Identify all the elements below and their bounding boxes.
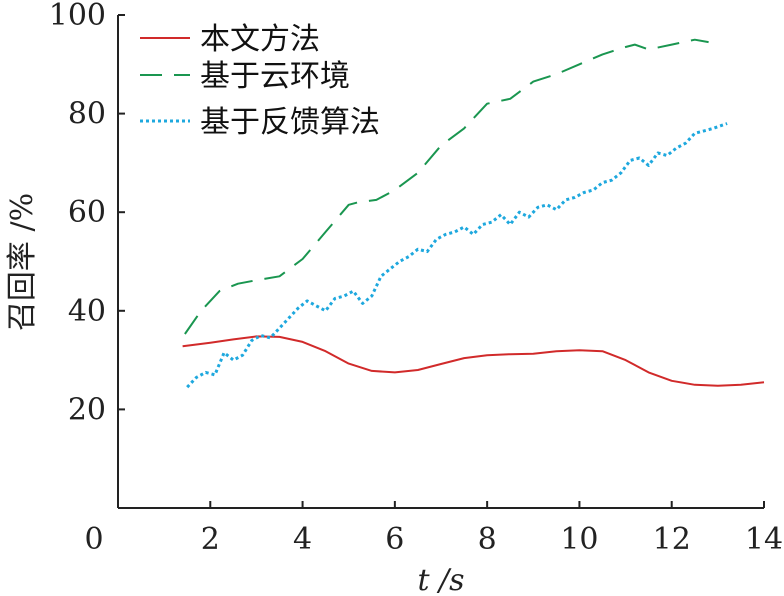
legend-label: 基于云环境 bbox=[200, 59, 350, 94]
ticks: 20 40 60 80 100 0 2 4 6 8 10 12 14 bbox=[49, 0, 783, 557]
legend-label: 基于反馈算法 bbox=[200, 105, 380, 140]
series-line-3 bbox=[186, 122, 728, 389]
x-tick-label: 8 bbox=[478, 522, 497, 557]
y-tick-label: 40 bbox=[68, 294, 106, 329]
x-tick-label: 4 bbox=[293, 522, 312, 557]
x-tick-label: 12 bbox=[653, 522, 691, 557]
x-tick-label: 10 bbox=[560, 522, 598, 557]
legend-label: 本文方法 bbox=[200, 22, 320, 57]
series-line-2 bbox=[184, 38, 709, 335]
x-tick-label: 0 bbox=[84, 522, 103, 557]
y-tick-label: 100 bbox=[49, 0, 106, 33]
series-line-1 bbox=[182, 335, 765, 387]
x-tick-label: 2 bbox=[201, 522, 220, 557]
x-axis-title: t /s bbox=[417, 563, 464, 596]
x-tick-label: 6 bbox=[385, 522, 404, 557]
series-layer bbox=[182, 38, 765, 389]
y-axis-title: 召回率 /% bbox=[5, 193, 40, 331]
axes bbox=[117, 15, 764, 509]
x-tick-label: 14 bbox=[745, 522, 783, 557]
y-tick-label: 80 bbox=[68, 97, 106, 132]
y-tick-label: 20 bbox=[68, 392, 106, 427]
y-tick-label: 60 bbox=[68, 195, 106, 230]
